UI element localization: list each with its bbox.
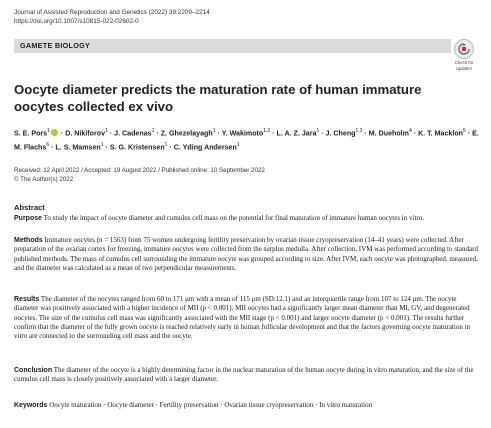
results-label: Results <box>14 296 40 303</box>
methods-text: Immature oocytes (n = 1563) from 75 wome… <box>14 236 478 272</box>
author-affiliation: 1 <box>151 128 155 134</box>
author-affiliation: 1 <box>100 141 104 148</box>
author-separator: · <box>167 143 174 152</box>
author-name[interactable]: E. M. Flachs <box>14 129 479 152</box>
author-separator: · <box>215 129 222 138</box>
check-updates-line1: Check for <box>454 60 474 65</box>
abstract-purpose: Purpose To study the impact of oocyte di… <box>14 214 480 223</box>
author-separator: · <box>411 129 419 138</box>
author-name[interactable]: J. Cadenas <box>114 129 152 138</box>
publication-dates: Received: 12 April 2022 / Accepted: 19 A… <box>14 167 265 174</box>
purpose-label: Purpose <box>14 215 43 222</box>
author-separator: · <box>58 129 66 138</box>
author-separator: · <box>107 129 115 138</box>
author-name[interactable]: L. A. Z. Jara <box>276 129 317 138</box>
author-affiliation: 1,2 <box>263 128 271 134</box>
section-label: GAMETE BIOLOGY <box>14 39 451 53</box>
author-name[interactable]: C. Yding Andersen <box>173 143 237 152</box>
author-name[interactable]: M. Dueholm <box>368 129 409 138</box>
author-affiliation: 1 <box>212 128 216 134</box>
author-name[interactable]: Z. Ghezelayagh <box>160 129 213 138</box>
author-affiliation: 1 <box>316 128 320 134</box>
abstract-heading: Abstract <box>14 203 45 212</box>
keywords-label: Keywords <box>14 402 48 409</box>
article-title: Oocyte diameter predicts the maturation … <box>14 82 454 115</box>
check-updates-icon <box>454 39 474 59</box>
author-name[interactable]: L. S. Mamsen <box>55 143 101 152</box>
methods-label: Methods <box>14 237 43 244</box>
doi-link[interactable]: https://doi.org/10.1007/s10815-022-02602… <box>14 18 139 25</box>
author-name[interactable]: S. E. Pors <box>14 129 48 138</box>
author-affiliation: 5 <box>463 128 466 134</box>
author-affiliation: 1 <box>47 128 50 134</box>
author-separator: · <box>465 129 473 138</box>
keywords-text: Oocyte maturation · Oocyte diameter · Fe… <box>49 401 373 409</box>
author-affiliation: 1 <box>164 141 168 148</box>
keywords: Keywords Oocyte maturation · Oocyte diam… <box>14 401 480 410</box>
author-separator: · <box>362 129 369 138</box>
check-for-updates-button[interactable]: Check for updates <box>452 39 476 71</box>
copyright: © The Author(s) 2022 <box>14 176 74 183</box>
author-affiliation: 1 <box>105 128 108 134</box>
journal-citation: Journal of Assisted Reproduction and Gen… <box>14 9 210 16</box>
author-name[interactable]: Y. Wakimoto <box>221 129 264 138</box>
author-separator: · <box>270 129 277 138</box>
check-updates-line2: updates <box>456 66 472 71</box>
title-line-1: Oocyte diameter predicts the maturation … <box>14 82 422 97</box>
conclusion-label: Conclusion <box>14 367 53 374</box>
author-name[interactable]: S. G. Kristensen <box>109 143 165 152</box>
author-name[interactable]: D. Nikiforov <box>65 129 106 138</box>
author-separator: · <box>154 129 161 138</box>
author-affiliation: 1,3 <box>355 128 363 134</box>
title-line-2: oocytes collected ex vivo <box>14 98 174 114</box>
author-separator: · <box>103 143 110 152</box>
abstract-methods: Methods Immature oocytes (n = 1563) from… <box>14 236 480 273</box>
author-separator: · <box>49 143 56 152</box>
author-name[interactable]: J. Cheng <box>325 129 356 138</box>
conclusion-text: The diameter of the oocyte is a highly d… <box>14 366 474 384</box>
author-affiliation: 6 <box>46 141 50 148</box>
author-list: S. E. Pors1 · D. Nikiforov1 · J. Cadenas… <box>14 126 484 154</box>
author-affiliation: 4 <box>408 128 412 134</box>
author-affiliation: 1 <box>236 141 240 148</box>
author-name[interactable]: K. T. Macklon <box>418 129 463 138</box>
abstract-conclusion: Conclusion The diameter of the oocyte is… <box>14 366 480 385</box>
abstract-results: Results The diameter of the oocytes rang… <box>14 295 480 341</box>
orcid-icon[interactable] <box>50 129 58 137</box>
results-text: The diameter of the oocytes ranged from … <box>14 295 471 341</box>
author-separator: · <box>319 129 326 138</box>
purpose-text: To study the impact of oocyte diameter a… <box>43 214 424 222</box>
